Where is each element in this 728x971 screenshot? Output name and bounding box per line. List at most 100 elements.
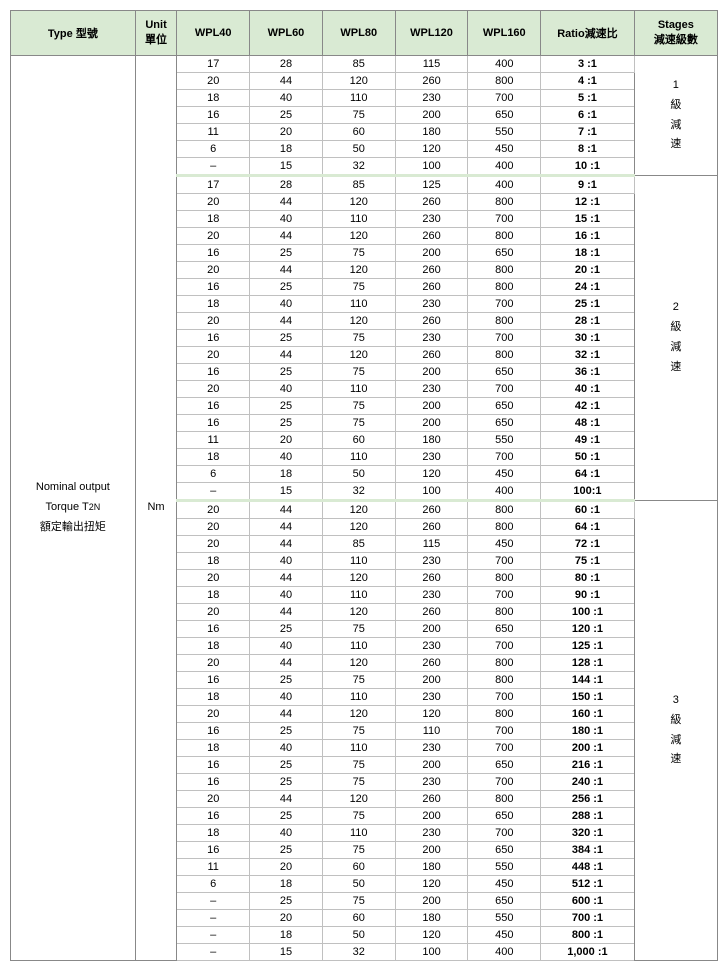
ratio-cell: 64 :1 xyxy=(541,519,635,536)
table-row: Nominal outputTorque T2N額定輸出扭矩Nm17288511… xyxy=(11,56,718,73)
data-cell: 800 xyxy=(468,279,541,296)
ratio-cell: 180 :1 xyxy=(541,723,635,740)
data-cell: 25 xyxy=(250,672,323,689)
ratio-cell: 48 :1 xyxy=(541,415,635,432)
data-cell: 450 xyxy=(468,141,541,158)
data-cell: 75 xyxy=(322,757,395,774)
data-cell: 260 xyxy=(395,501,468,519)
data-cell: 200 xyxy=(395,107,468,124)
ratio-cell: 448 :1 xyxy=(541,859,635,876)
data-cell: 180 xyxy=(395,859,468,876)
data-cell: 75 xyxy=(322,774,395,791)
data-cell: 260 xyxy=(395,655,468,672)
data-cell: – xyxy=(177,158,250,176)
data-cell: 230 xyxy=(395,638,468,655)
data-cell: 230 xyxy=(395,330,468,347)
data-cell: 25 xyxy=(250,723,323,740)
data-cell: 44 xyxy=(250,706,323,723)
ratio-cell: 256 :1 xyxy=(541,791,635,808)
data-cell: 20 xyxy=(177,228,250,245)
data-cell: 60 xyxy=(322,910,395,927)
data-cell: – xyxy=(177,483,250,501)
ratio-cell: 100:1 xyxy=(541,483,635,501)
data-cell: 20 xyxy=(177,347,250,364)
data-cell: 75 xyxy=(322,330,395,347)
data-cell: 800 xyxy=(468,313,541,330)
data-cell: 115 xyxy=(395,56,468,73)
data-cell: 16 xyxy=(177,364,250,381)
data-cell: 18 xyxy=(177,587,250,604)
ratio-cell: 9 :1 xyxy=(541,176,635,194)
data-cell: 230 xyxy=(395,211,468,228)
data-cell: 85 xyxy=(322,536,395,553)
data-cell: 16 xyxy=(177,774,250,791)
data-cell: 230 xyxy=(395,90,468,107)
data-cell: 25 xyxy=(250,808,323,825)
data-cell: 120 xyxy=(322,791,395,808)
data-cell: 44 xyxy=(250,570,323,587)
data-cell: 230 xyxy=(395,774,468,791)
data-cell: 16 xyxy=(177,245,250,262)
data-cell: 15 xyxy=(250,158,323,176)
data-cell: 800 xyxy=(468,194,541,211)
data-cell: 32 xyxy=(322,944,395,961)
data-cell: 20 xyxy=(177,194,250,211)
data-cell: 180 xyxy=(395,910,468,927)
data-cell: 75 xyxy=(322,398,395,415)
data-cell: 44 xyxy=(250,501,323,519)
data-cell: 18 xyxy=(177,689,250,706)
data-cell: 650 xyxy=(468,621,541,638)
ratio-cell: 288 :1 xyxy=(541,808,635,825)
data-cell: 120 xyxy=(395,706,468,723)
ratio-cell: 7 :1 xyxy=(541,124,635,141)
data-cell: 20 xyxy=(177,604,250,621)
data-cell: 700 xyxy=(468,740,541,757)
ratio-cell: 80 :1 xyxy=(541,570,635,587)
data-cell: 450 xyxy=(468,876,541,893)
ratio-cell: 36 :1 xyxy=(541,364,635,381)
data-cell: 120 xyxy=(322,706,395,723)
data-cell: 650 xyxy=(468,364,541,381)
data-cell: 28 xyxy=(250,176,323,194)
data-cell: 44 xyxy=(250,519,323,536)
data-cell: 15 xyxy=(250,944,323,961)
data-cell: 120 xyxy=(395,141,468,158)
ratio-cell: 24 :1 xyxy=(541,279,635,296)
data-cell: 18 xyxy=(177,638,250,655)
data-cell: 180 xyxy=(395,124,468,141)
data-cell: 25 xyxy=(250,279,323,296)
data-cell: 16 xyxy=(177,808,250,825)
header-wpl160: WPL160 xyxy=(468,11,541,56)
data-cell: 260 xyxy=(395,347,468,364)
data-cell: 550 xyxy=(468,859,541,876)
data-cell: 25 xyxy=(250,245,323,262)
data-cell: 20 xyxy=(177,501,250,519)
data-cell: 28 xyxy=(250,56,323,73)
data-cell: 800 xyxy=(468,262,541,279)
data-cell: 44 xyxy=(250,347,323,364)
data-cell: 650 xyxy=(468,757,541,774)
data-cell: – xyxy=(177,944,250,961)
ratio-cell: 700 :1 xyxy=(541,910,635,927)
data-cell: 260 xyxy=(395,73,468,90)
data-cell: 800 xyxy=(468,519,541,536)
data-cell: 75 xyxy=(322,279,395,296)
data-cell: 120 xyxy=(322,519,395,536)
data-cell: 110 xyxy=(395,723,468,740)
data-cell: 40 xyxy=(250,689,323,706)
data-cell: 60 xyxy=(322,432,395,449)
ratio-cell: 1,000 :1 xyxy=(541,944,635,961)
data-cell: 20 xyxy=(177,381,250,398)
data-cell: 40 xyxy=(250,449,323,466)
data-cell: 550 xyxy=(468,910,541,927)
data-cell: 20 xyxy=(177,655,250,672)
data-cell: 75 xyxy=(322,621,395,638)
ratio-cell: 28 :1 xyxy=(541,313,635,330)
ratio-cell: 5 :1 xyxy=(541,90,635,107)
data-cell: 20 xyxy=(177,570,250,587)
data-cell: 40 xyxy=(250,381,323,398)
header-wpl60: WPL60 xyxy=(250,11,323,56)
data-cell: 180 xyxy=(395,432,468,449)
data-cell: 550 xyxy=(468,124,541,141)
data-cell: 120 xyxy=(322,228,395,245)
